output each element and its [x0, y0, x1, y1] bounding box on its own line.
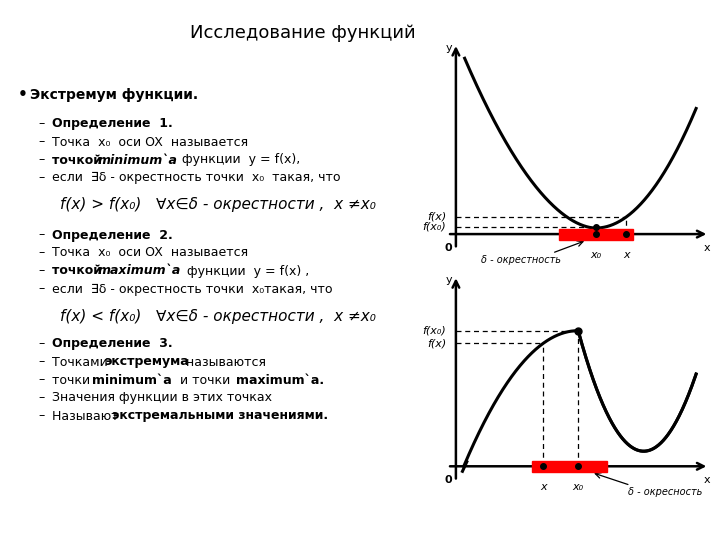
Text: Определение  1.: Определение 1.	[52, 118, 173, 131]
Text: точки: точки	[52, 374, 94, 387]
Text: функции  y = f(x) ,: функции y = f(x) ,	[183, 265, 310, 278]
Text: экстремума: экстремума	[104, 355, 189, 368]
Text: f(x) > f(x₀)   ∀x∈δ - окрестности ,  x ≠x₀: f(x) > f(x₀) ∀x∈δ - окрестности , x ≠x₀	[60, 198, 376, 213]
Text: f(x₀): f(x₀)	[423, 221, 446, 232]
Text: Точка  x₀  оси OX  называется: Точка x₀ оси OX называется	[52, 246, 248, 260]
Text: –: –	[38, 172, 44, 185]
Text: –: –	[38, 392, 44, 404]
Text: Называют: Называют	[52, 409, 122, 422]
Text: x: x	[623, 250, 629, 260]
Text: –: –	[38, 228, 44, 241]
Text: экстремальными значениями.: экстремальными значениями.	[112, 409, 328, 422]
Text: x: x	[703, 475, 711, 485]
Text: f(x): f(x)	[427, 338, 446, 348]
Text: Экстремум функции.: Экстремум функции.	[30, 88, 198, 102]
Text: x₀: x₀	[572, 482, 584, 492]
Bar	[559, 228, 633, 240]
Text: f(x) < f(x₀)   ∀x∈δ - окрестности ,  x ≠x₀: f(x) < f(x₀) ∀x∈δ - окрестности , x ≠x₀	[60, 308, 376, 323]
Text: f(x₀): f(x₀)	[423, 326, 446, 336]
Text: 0: 0	[444, 243, 452, 253]
Text: –: –	[38, 409, 44, 422]
Text: –: –	[38, 338, 44, 350]
Text: –: –	[38, 265, 44, 278]
Text: если  ∃δ - окрестность точки  x₀  такая, что: если ∃δ - окрестность точки x₀ такая, чт…	[52, 172, 341, 185]
Text: Определение  2.: Определение 2.	[52, 228, 173, 241]
Text: Точка  x₀  оси OX  называется: Точка x₀ оси OX называется	[52, 136, 248, 148]
Text: Определение  3.: Определение 3.	[52, 338, 173, 350]
Text: –: –	[38, 246, 44, 260]
Text: –: –	[38, 118, 44, 131]
Text: точкой: точкой	[52, 153, 107, 166]
Text: y: y	[446, 275, 453, 286]
Text: x: x	[703, 243, 711, 253]
Text: δ - окрестность: δ - окрестность	[482, 255, 562, 265]
Text: y: y	[446, 43, 453, 53]
Text: точкой: точкой	[52, 265, 107, 278]
Text: если  ∃δ - окрестность точки  x₀такая, что: если ∃δ - окрестность точки x₀такая, что	[52, 282, 333, 295]
Text: –: –	[38, 153, 44, 166]
Text: δ - окресность: δ - окресность	[629, 488, 703, 497]
Text: –: –	[38, 282, 44, 295]
Text: –: –	[38, 136, 44, 148]
Text: •: •	[18, 87, 28, 103]
Text: maximum`а: maximum`а	[98, 265, 181, 278]
Text: –: –	[38, 355, 44, 368]
Bar	[532, 461, 606, 472]
Text: x: x	[540, 482, 546, 492]
Text: и точки: и точки	[172, 374, 234, 387]
Text: –: –	[38, 374, 44, 387]
Text: функции  y = f(x),: функции y = f(x),	[178, 153, 300, 166]
Text: minimum`а: minimum`а	[98, 153, 178, 166]
Text: Исследование функций: Исследование функций	[189, 24, 415, 42]
Text: Точками: Точками	[52, 355, 112, 368]
Text: называются: называются	[182, 355, 266, 368]
Text: 0: 0	[444, 475, 452, 485]
Text: maximum`а.: maximum`а.	[236, 374, 324, 387]
Text: minimum`а: minimum`а	[92, 374, 172, 387]
Text: x₀: x₀	[590, 250, 601, 260]
Text: Значения функции в этих точках: Значения функции в этих точках	[52, 392, 272, 404]
Text: f(x): f(x)	[427, 212, 446, 222]
